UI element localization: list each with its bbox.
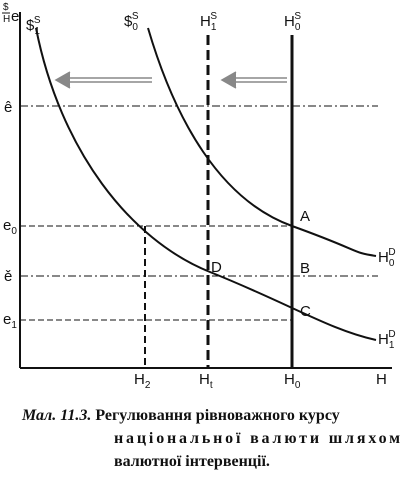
caption-line: національної валюти шляхом [114,430,400,447]
x-level-label: H0 [284,371,301,391]
curve-label-sup: D [388,247,395,258]
x-level-label-sub: 2 [145,380,151,391]
curve-label-sup: S [294,11,301,22]
y-level-label: ê [4,99,12,116]
x-level-label-sub: 0 [295,380,301,391]
curve-label: H1D [378,329,396,351]
curve-label: H1S [200,11,217,33]
x-level-label: Ht [199,371,213,391]
curve-label-base: H [284,13,295,30]
x-level-label-base: H [284,371,295,388]
x-label: H [376,371,387,388]
y-level-label: e0 [3,217,17,237]
curve-label-sub: 0 [389,258,395,269]
y-level-label-base: e [3,217,11,234]
curve-label-sup: D [388,329,395,340]
y-level-label: ě [4,268,12,285]
caption-text: Регулювання рівноважного курсу [95,407,339,424]
curve-label-sub: 0 [132,22,138,33]
y-den: H [3,14,10,25]
y-level-label-sub: 1 [11,320,17,331]
point: C [300,303,311,320]
caption-line: Мал. 11.3. Регулювання рівноважного курс… [21,407,340,424]
guides [20,27,378,368]
curve-label-base: $ [26,17,35,34]
curve-upper [147,27,377,257]
curve-label-sub: 0 [295,22,301,33]
caption-label: Мал. 11.3. [21,407,91,424]
axes [19,12,392,369]
curve-label: $1S [26,15,41,37]
curve-lower [35,27,377,341]
x-level-label-base: H [134,371,145,388]
curve-label: $0S [124,11,139,33]
curve-label-base: H [378,331,389,348]
point: A [300,208,310,225]
curve-label-sup: S [34,15,41,26]
x-level-label-base: H [199,371,210,388]
curve-label-sub: 1 [211,22,217,33]
x-level-label: H2 [134,371,151,391]
curve-label-sub: 1 [34,26,40,37]
caption: Мал. 11.3. Регулювання рівноважного курс… [21,407,400,470]
curve-label-base: H [200,13,211,30]
y-level-label-base: ê [4,99,12,116]
curve-label-base: $ [124,13,133,30]
y-symbol: e [11,8,19,25]
point: D [211,259,222,276]
y-level-label-sub: 0 [11,226,17,237]
y-num: $ [3,2,9,13]
curve-label-sup: S [132,11,139,22]
y-level-label-base: ě [4,268,12,285]
curve-label-base: H [378,249,389,266]
curve-label: H0S [284,11,301,33]
labels: $ H e H A B C D $1S $0S H1S H0SH0DH1Dêe0ěe1… [2,2,396,391]
curve-label: H0D [378,247,396,269]
curve-label-sub: 1 [389,340,395,351]
curve-label-sup: S [210,11,217,22]
caption-line: валютної інтервенції. [114,453,270,470]
point: B [300,260,310,277]
arrows [54,71,287,89]
y-level-label: e1 [3,311,17,331]
y-level-label-base: e [3,311,11,328]
x-level-label-sub: t [210,380,213,391]
